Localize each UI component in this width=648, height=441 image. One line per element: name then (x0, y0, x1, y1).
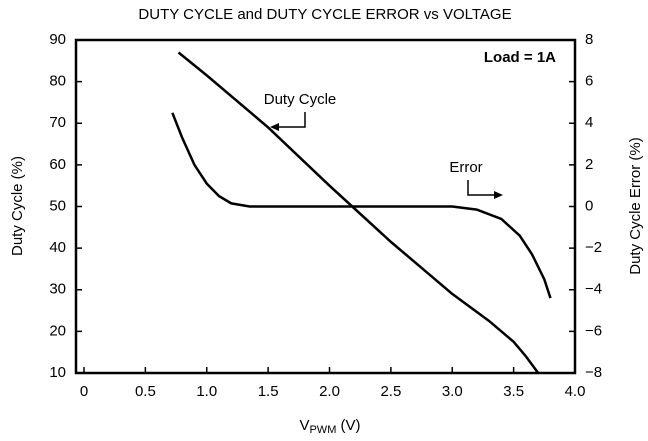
y-tick-label: 70 (49, 114, 66, 131)
arrow-head (270, 123, 279, 131)
x-tick-label: 2.5 (380, 383, 401, 400)
y-tick-label: 90 (49, 31, 66, 48)
chart-title: DUTY CYCLE and DUTY CYCLE ERROR vs VOLTA… (138, 6, 511, 23)
y2-tick-label: 4 (585, 114, 593, 131)
y-tick-label: 40 (49, 239, 66, 256)
arrow-head (494, 191, 503, 199)
y-tick-label: 80 (49, 73, 66, 90)
x-label-unit: (V) (336, 417, 360, 434)
x-tick-label: 2.0 (319, 383, 340, 400)
y2-tick-label: 2 (585, 156, 593, 173)
y-tick-label: 20 (49, 322, 66, 339)
x-axis-label: VPWM (V) (299, 417, 360, 436)
x-tick-label: 3.5 (503, 383, 524, 400)
y2-tick-label: 8 (585, 31, 593, 48)
annotation: Load = 1A (484, 49, 556, 66)
x-tick-label: 0.5 (135, 383, 156, 400)
y2-tick-label: −8 (585, 364, 602, 381)
y2-tick-label: −6 (585, 322, 602, 339)
y-axis-label: Duty Cycle (%) (9, 156, 26, 256)
series-line (177, 51, 540, 374)
y2-tick-label: 0 (585, 197, 593, 214)
x-tick-label: 1.5 (258, 383, 279, 400)
series-label: Error (449, 159, 482, 176)
annotation-arrow (467, 180, 500, 196)
x-label-sub: PWM (309, 424, 336, 436)
y-tick-label: 10 (49, 364, 66, 381)
y-tick-label: 60 (49, 156, 66, 173)
series-line (171, 112, 552, 299)
x-tick-label: 4.0 (565, 383, 586, 400)
annotation-arrow (272, 112, 306, 128)
series-label: Duty Cycle (264, 91, 337, 108)
x-tick-label: 1.0 (196, 383, 217, 400)
x-tick-label: 0 (80, 383, 88, 400)
x-tick-label: 3.0 (442, 383, 463, 400)
x-label-main: V (299, 417, 309, 434)
y-tick-label: 30 (49, 281, 66, 298)
y2-tick-label: −2 (585, 239, 602, 256)
y2-tick-label: −4 (585, 281, 602, 298)
y2-tick-label: 6 (585, 73, 593, 90)
y-tick-label: 50 (49, 197, 66, 214)
y2-axis-label: Duty Cycle Error (%) (627, 137, 644, 275)
